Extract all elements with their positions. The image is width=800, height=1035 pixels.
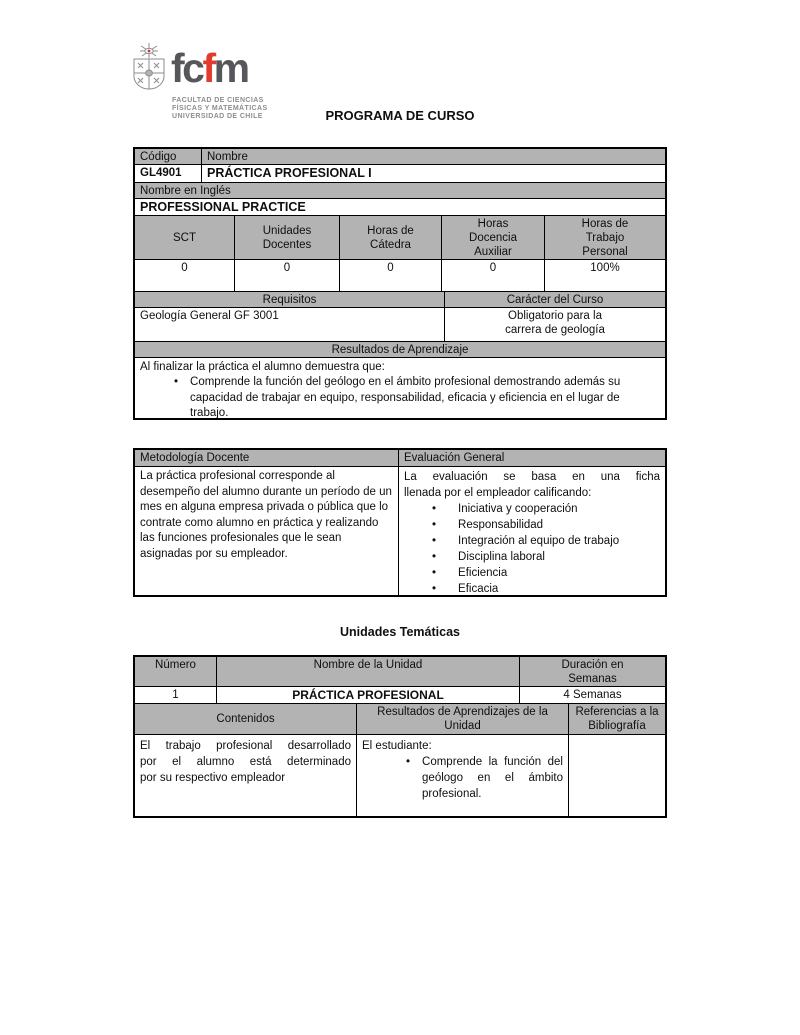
resultados-aprendizaje-content-cell: Al finalizar la práctica el alumno demue… bbox=[135, 358, 665, 418]
unidad-header-duracion: Duración en Semanas bbox=[520, 657, 665, 687]
horas-header-trabajo-personal: Horas de Trabajo Personal bbox=[545, 216, 665, 260]
unidades-tematicas-table: Número Nombre de la Unidad Duración en S… bbox=[133, 655, 667, 818]
evaluacion-bullet-item: • Integración al equipo de trabajo bbox=[432, 535, 620, 547]
evaluacion-bullet-item: • Iniciativa y cooperación bbox=[432, 503, 578, 515]
bullet-icon: • bbox=[432, 583, 437, 595]
evaluacion-bullet-item: • Disciplina laboral bbox=[432, 551, 545, 563]
unidad-resultados-bullet-item: • Comprende la función del geólogo en el… bbox=[406, 756, 563, 800]
caracter-label-cell: Carácter del Curso bbox=[445, 292, 665, 308]
contenidos-line-1: El trabajo profesional desarrollado bbox=[140, 740, 351, 752]
evaluacion-intro-line-1: La evaluación se basa en una ficha bbox=[404, 471, 660, 483]
nombre-ingles-value-cell: PROFESSIONAL PRACTICE bbox=[135, 199, 665, 216]
nombre-label-cell: Nombre bbox=[202, 149, 665, 165]
evaluacion-content-cell: La evaluación se basa en una ficha llena… bbox=[399, 467, 665, 595]
wordmark-part-fc: fc bbox=[171, 45, 205, 91]
unidad-nombre-value: PRÁCTICA PROFESIONAL bbox=[217, 687, 520, 704]
caracter-value-cell: Obligatorio para la carrera de geología bbox=[445, 308, 665, 342]
requisitos-label-cell: Requisitos bbox=[135, 292, 445, 308]
unidades-tematicas-title: Unidades Temáticas bbox=[340, 625, 460, 639]
wordmark-part-m: m bbox=[213, 45, 250, 91]
contenidos-cell: El trabajo profesional desarrollado por … bbox=[135, 735, 357, 816]
evaluacion-intro-line-2: llenada por el empleador calificando: bbox=[404, 487, 592, 499]
referencias-cell bbox=[569, 735, 665, 816]
unidad-subheader-referencias: Referencias a la Bibliografía bbox=[569, 704, 665, 735]
horas-value-catedra: 0 bbox=[340, 260, 442, 292]
bullet-icon: • bbox=[406, 756, 411, 768]
resultados-aprendizaje-header-cell: Resultados de Aprendizaje bbox=[135, 342, 665, 358]
resultados-bullet-item: • Comprende la función del geólogo en el… bbox=[140, 375, 660, 418]
contenidos-line-2: por el alumno está determinado bbox=[140, 756, 351, 768]
bullet-icon: • bbox=[432, 567, 437, 579]
contenidos-line-3: por su respectivo empleador bbox=[140, 772, 286, 784]
unidad-header-numero: Número bbox=[135, 657, 217, 687]
unidad-resultados-cell: El estudiante: • Comprende la función de… bbox=[357, 735, 569, 816]
evaluacion-bullet-item: • Eficiencia bbox=[432, 567, 508, 579]
unidad-duracion-value: 4 Semanas bbox=[520, 687, 665, 704]
metodologia-evaluacion-table: Metodología Docente Evaluación General L… bbox=[133, 448, 667, 597]
wordmark-part-f-red: f bbox=[202, 45, 216, 91]
nombre-ingles-label-cell: Nombre en Inglés bbox=[135, 183, 665, 199]
page-title: PROGRAMA DE CURSO bbox=[325, 108, 475, 123]
bullet-icon: • bbox=[174, 376, 179, 388]
codigo-value-cell: GL4901 bbox=[135, 165, 202, 183]
universidad-de-chile-crest-icon bbox=[128, 42, 170, 97]
horas-value-trabajo-personal: 100% bbox=[545, 260, 665, 292]
faculty-line-2: FÍSICAS Y MATEMÁTICAS bbox=[172, 105, 268, 112]
fcfm-wordmark: fcfm bbox=[171, 45, 250, 91]
unidad-numero-value: 1 bbox=[135, 687, 217, 704]
nombre-value-cell: PRÁCTICA PROFESIONAL I bbox=[202, 165, 665, 183]
unidad-subheader-resultados: Resultados de Aprendizajes de la Unidad bbox=[357, 704, 569, 735]
metodologia-text-cell: La práctica profesional corresponde al d… bbox=[135, 467, 399, 595]
resultados-intro: Al finalizar la práctica el alumno demue… bbox=[140, 361, 385, 373]
horas-value-unidades-docentes: 0 bbox=[235, 260, 340, 292]
evaluacion-header-cell: Evaluación General bbox=[399, 450, 665, 467]
bullet-icon: • bbox=[432, 551, 437, 563]
horas-header-catedra: Horas de Cátedra bbox=[340, 216, 442, 260]
evaluacion-bullet-item: • Responsabilidad bbox=[432, 519, 544, 531]
horas-value-sct: 0 bbox=[135, 260, 235, 292]
faculty-name: FACULTAD DE CIENCIAS FÍSICAS Y MATEMÁTIC… bbox=[172, 97, 268, 121]
metodologia-header-cell: Metodología Docente bbox=[135, 450, 399, 467]
horas-header-docencia-auxiliar: Horas Docencia Auxiliar bbox=[442, 216, 545, 260]
faculty-line-3: UNIVERSIDAD DE CHILE bbox=[172, 113, 263, 120]
unidad-subheader-contenidos: Contenidos bbox=[135, 704, 357, 735]
bullet-icon: • bbox=[432, 503, 437, 515]
codigo-label-cell: Código bbox=[135, 149, 202, 165]
course-info-table: Código Nombre GL4901 PRÁCTICA PROFESIONA… bbox=[133, 147, 667, 420]
faculty-line-1: FACULTAD DE CIENCIAS bbox=[172, 97, 264, 104]
unidad-header-nombre: Nombre de la Unidad bbox=[217, 657, 520, 687]
horas-header-unidades-docentes: Unidades Docentes bbox=[235, 216, 340, 260]
requisitos-value-cell: Geología General GF 3001 bbox=[135, 308, 445, 342]
bullet-icon: • bbox=[432, 519, 437, 531]
horas-value-docencia-auxiliar: 0 bbox=[442, 260, 545, 292]
evaluacion-bullet-item: • Eficacia bbox=[432, 583, 499, 595]
unidad-resultados-intro: El estudiante: bbox=[362, 740, 432, 752]
horas-header-sct: SCT bbox=[135, 216, 235, 260]
bullet-icon: • bbox=[432, 535, 437, 547]
